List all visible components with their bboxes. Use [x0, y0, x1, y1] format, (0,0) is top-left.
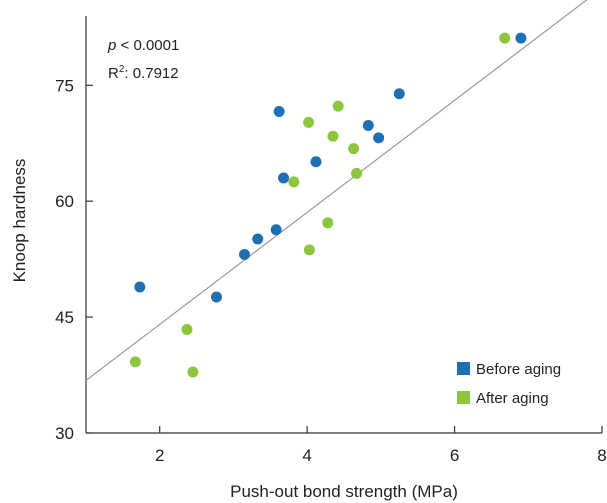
p-value-text: p < 0.0001 — [107, 37, 179, 54]
point-before-aging — [278, 172, 290, 184]
point-before-aging — [515, 32, 527, 44]
point-before-aging — [270, 224, 282, 236]
y-tick-label: 30 — [55, 424, 74, 443]
point-before-aging — [393, 88, 405, 100]
r-squared-text: R2: 0.7912 — [108, 64, 179, 82]
point-after-aging — [327, 130, 339, 142]
stats-annotation: p < 0.0001 R2: 0.7912 — [107, 37, 179, 82]
x-axis-title: Push-out bond strength (MPa) — [230, 482, 458, 501]
data-points — [129, 32, 527, 378]
trendline-group — [85, 0, 588, 381]
point-after-aging — [303, 116, 315, 128]
point-after-aging — [303, 244, 315, 256]
p-symbol: p — [107, 37, 116, 54]
x-tick-label: 6 — [450, 446, 459, 465]
ticks: 2 4 6 8 30 45 60 75 — [55, 76, 607, 465]
y-tick-label: 45 — [55, 308, 74, 327]
point-before-aging — [273, 106, 285, 118]
point-after-aging — [129, 356, 141, 368]
point-before-aging — [252, 233, 264, 245]
r2-superscript: 2 — [119, 64, 125, 75]
x-tick-label: 4 — [302, 446, 311, 465]
r2-value: : 0.7912 — [124, 65, 178, 82]
point-before-aging — [210, 291, 222, 303]
p-value: < 0.0001 — [116, 37, 179, 54]
y-tick-label: 75 — [55, 76, 74, 95]
point-after-aging — [187, 366, 199, 378]
point-before-aging — [362, 119, 374, 131]
legend-label-after-aging: After aging — [476, 390, 549, 407]
x-tick-label: 2 — [155, 446, 164, 465]
legend-swatch-before-aging — [457, 362, 470, 375]
point-before-aging — [310, 156, 322, 168]
point-after-aging — [322, 217, 334, 229]
point-before-aging — [373, 132, 385, 144]
point-after-aging — [348, 143, 360, 155]
point-after-aging — [332, 100, 344, 112]
legend: Before aging After aging — [457, 361, 561, 407]
x-tick-label: 8 — [597, 446, 606, 465]
legend-label-before-aging: Before aging — [476, 361, 561, 378]
legend-swatch-after-aging — [457, 391, 470, 404]
y-tick-label: 60 — [55, 192, 74, 211]
trendline — [85, 0, 588, 381]
y-axis-title: Knoop hardness — [10, 159, 29, 283]
r2-label: R — [108, 65, 119, 82]
point-after-aging — [288, 176, 300, 188]
point-after-aging — [181, 323, 193, 335]
point-before-aging — [238, 249, 250, 260]
point-before-aging — [134, 281, 146, 293]
point-after-aging — [351, 167, 363, 179]
point-after-aging — [499, 32, 511, 44]
